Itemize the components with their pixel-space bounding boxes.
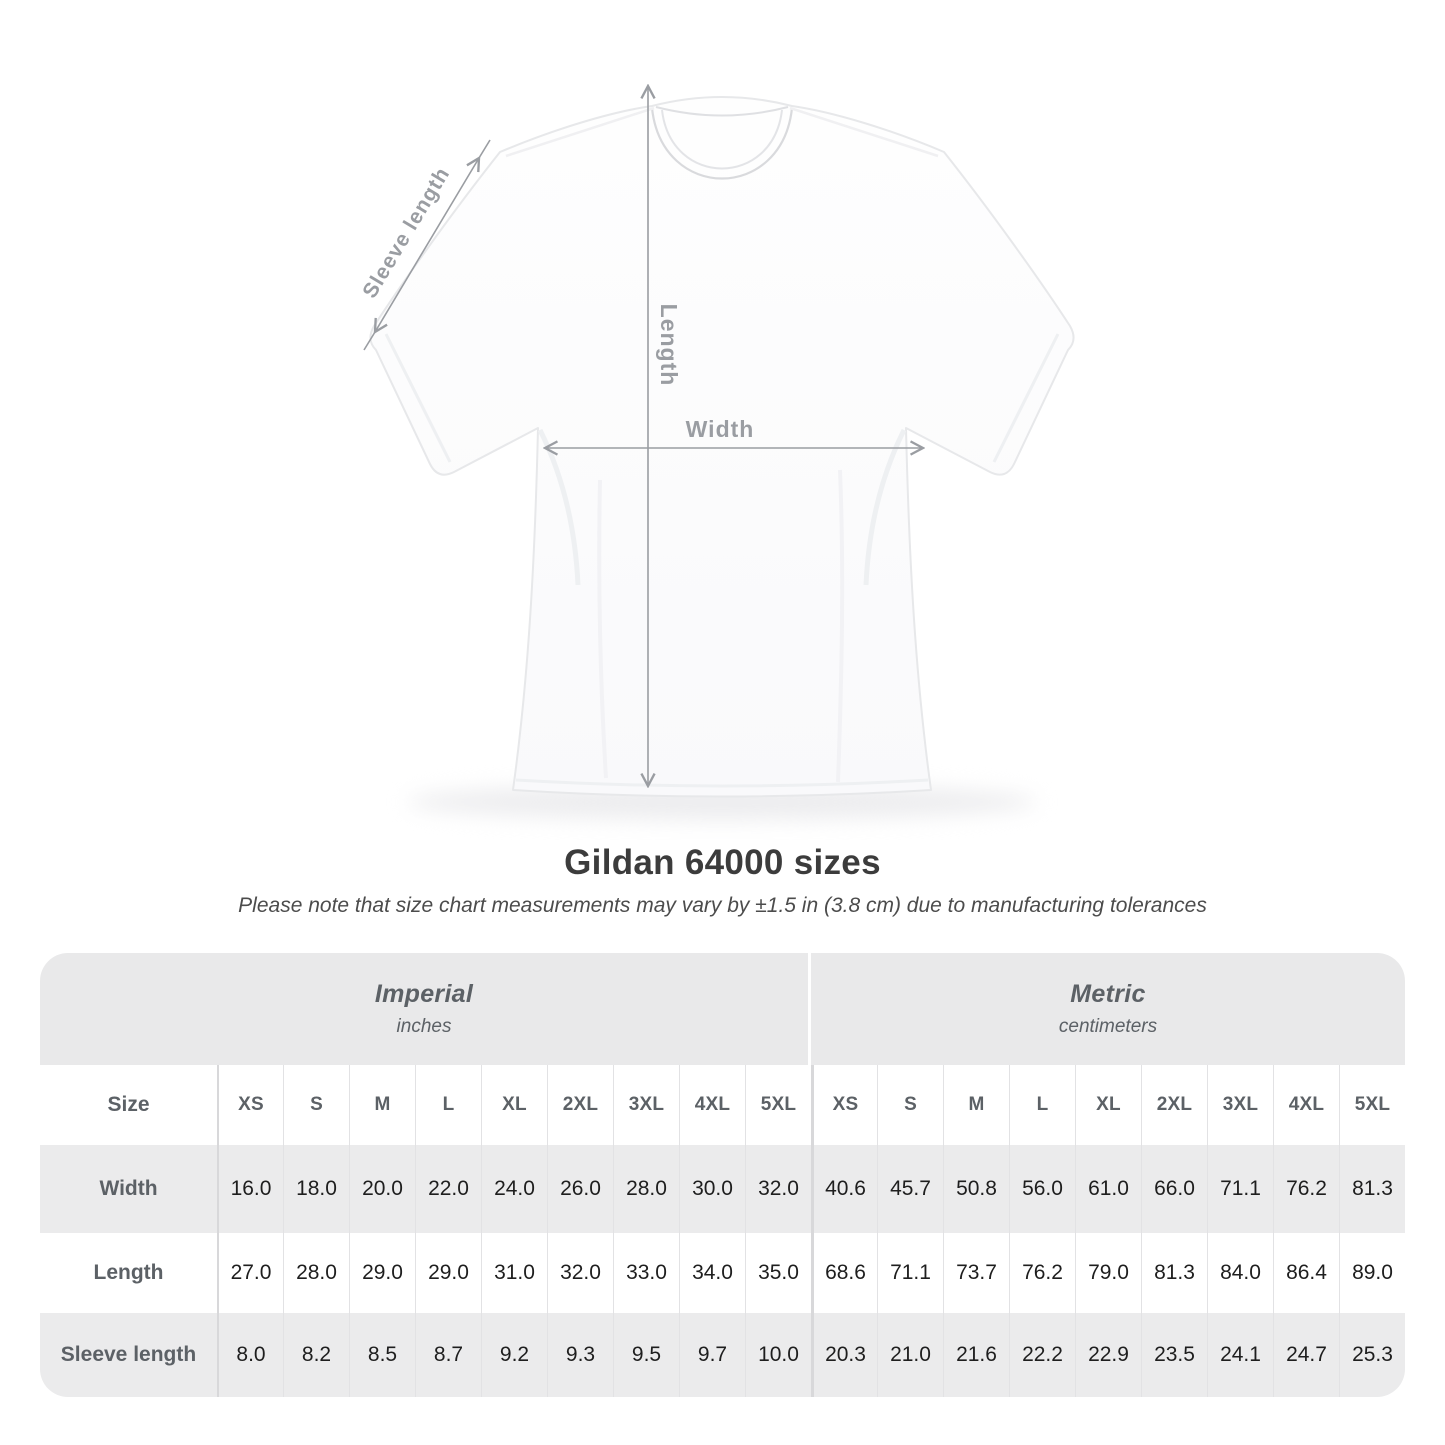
- size-header-5xl-metric: 5XL: [1339, 1065, 1405, 1145]
- width-m-metric: 50.8: [943, 1145, 1009, 1233]
- size-header-l-metric: L: [1009, 1065, 1075, 1145]
- length-xs-metric: 68.6: [811, 1233, 877, 1313]
- size-header-2xl-metric: 2XL: [1141, 1065, 1207, 1145]
- unit-header-row: Imperial inches Metric centimeters: [40, 953, 1405, 1065]
- length-2xl-imperial: 32.0: [547, 1233, 613, 1313]
- imperial-label: Imperial: [374, 980, 474, 1008]
- size-header-4xl-metric: 4XL: [1273, 1065, 1339, 1145]
- length-xl-imperial: 31.0: [481, 1233, 547, 1313]
- collar: [650, 106, 794, 180]
- sleeve-length-4xl-imperial: 9.7: [679, 1313, 745, 1397]
- width-5xl-imperial: 32.0: [745, 1145, 811, 1233]
- size-header-4xl-imperial: 4XL: [679, 1065, 745, 1145]
- length-5xl-metric: 89.0: [1339, 1233, 1405, 1313]
- page-subtitle: Please note that size chart measurements…: [238, 894, 1207, 917]
- width-2xl-imperial: 26.0: [547, 1145, 613, 1233]
- tshirt-body: [369, 96, 1075, 798]
- width-3xl-metric: 71.1: [1207, 1145, 1273, 1233]
- length-5xl-imperial: 35.0: [745, 1233, 811, 1313]
- sleeve-length-3xl-metric: 24.1: [1207, 1313, 1273, 1397]
- row-label-sleeve-length: Sleeve length: [60, 1343, 197, 1366]
- table-row-sleeve-length: Sleeve length 8.0 8.2 8.5 8.7 9.2 9.3 9.5 9.7 10.…: [40, 1313, 1405, 1397]
- width-xl-metric: 61.0: [1075, 1145, 1141, 1233]
- unit-header-imperial: Imperial inches: [40, 953, 808, 1065]
- sleeve-length-m-metric: 21.6: [943, 1313, 1009, 1397]
- table-body: Size XS S M L XL 2XL 3XL 4XL 5XL XS S M L XL 2XL 3XL 4XL 5…: [40, 1065, 1405, 1397]
- length-s-metric: 71.1: [877, 1233, 943, 1313]
- metric-label: Metric: [1070, 980, 1146, 1008]
- unit-header-metric: Metric centimeters: [811, 953, 1405, 1065]
- size-header-m-metric: M: [943, 1065, 1009, 1145]
- length-l-metric: 76.2: [1009, 1233, 1075, 1313]
- size-header-xs-metric: XS: [811, 1065, 877, 1145]
- length-3xl-imperial: 33.0: [613, 1233, 679, 1313]
- length-4xl-imperial: 34.0: [679, 1233, 745, 1313]
- size-header-2xl-imperial: 2XL: [547, 1065, 613, 1145]
- size-header-xl-imperial: XL: [481, 1065, 547, 1145]
- length-xs-imperial: 27.0: [217, 1233, 283, 1313]
- page-title: Gildan 64000 sizes: [564, 843, 881, 882]
- sleeve-length-m-imperial: 8.5: [349, 1313, 415, 1397]
- sleeve-length-xs-metric: 20.3: [811, 1313, 877, 1397]
- sleeve-measure-arrow: [363, 139, 491, 351]
- size-header-s-metric: S: [877, 1065, 943, 1145]
- sleeve-length-5xl-metric: 25.3: [1339, 1313, 1405, 1397]
- width-2xl-metric: 66.0: [1141, 1145, 1207, 1233]
- width-l-metric: 56.0: [1009, 1145, 1075, 1233]
- size-header-xl-metric: XL: [1075, 1065, 1141, 1145]
- sleeve-length-3xl-imperial: 9.5: [613, 1313, 679, 1397]
- row-label-width: Width: [99, 1177, 158, 1200]
- length-3xl-metric: 84.0: [1207, 1233, 1273, 1313]
- length-4xl-metric: 86.4: [1273, 1233, 1339, 1313]
- width-5xl-metric: 81.3: [1339, 1145, 1405, 1233]
- sleeve-length-l-metric: 22.2: [1009, 1313, 1075, 1397]
- length-m-imperial: 29.0: [349, 1233, 415, 1313]
- length-xl-metric: 79.0: [1075, 1233, 1141, 1313]
- table-row-width: Width 16.0 18.0 20.0 22.0 24.0 26.0 28.0 30.0 32.…: [40, 1145, 1405, 1233]
- width-l-imperial: 22.0: [415, 1145, 481, 1233]
- width-4xl-imperial: 30.0: [679, 1145, 745, 1233]
- size-header-l-imperial: L: [415, 1065, 481, 1145]
- width-xs-imperial: 16.0: [217, 1145, 283, 1233]
- sleeve-length-2xl-metric: 23.5: [1141, 1313, 1207, 1397]
- width-3xl-imperial: 28.0: [613, 1145, 679, 1233]
- width-m-imperial: 20.0: [349, 1145, 415, 1233]
- length-m-metric: 73.7: [943, 1233, 1009, 1313]
- sleeve-length-2xl-imperial: 9.3: [547, 1313, 613, 1397]
- length-label: Length: [656, 304, 682, 387]
- width-s-imperial: 18.0: [283, 1145, 349, 1233]
- size-header-5xl-imperial: 5XL: [745, 1065, 811, 1145]
- size-header-3xl-imperial: 3XL: [613, 1065, 679, 1145]
- sleeve-length-xl-imperial: 9.2: [481, 1313, 547, 1397]
- size-header-xs-imperial: XS: [217, 1065, 283, 1145]
- sleeve-length-xl-metric: 22.9: [1075, 1313, 1141, 1397]
- length-s-imperial: 28.0: [283, 1233, 349, 1313]
- width-s-metric: 45.7: [877, 1145, 943, 1233]
- size-header-row: Size XS S M L XL 2XL 3XL 4XL 5XL XS S M L XL 2XL 3XL 4XL 5…: [40, 1065, 1405, 1145]
- size-header-m-imperial: M: [349, 1065, 415, 1145]
- sleeve-length-l-imperial: 8.7: [415, 1313, 481, 1397]
- sleeve-length-s-metric: 21.0: [877, 1313, 943, 1397]
- size-header-3xl-metric: 3XL: [1207, 1065, 1273, 1145]
- sleeve-length-4xl-metric: 24.7: [1273, 1313, 1339, 1397]
- size-column-header: Size: [107, 1093, 150, 1116]
- size-chart-table: Imperial inches Metric centimeters Size X…: [40, 953, 1405, 1397]
- size-header-s-imperial: S: [283, 1065, 349, 1145]
- sleeve-length-5xl-imperial: 10.0: [745, 1313, 811, 1397]
- width-label: Width: [686, 416, 755, 442]
- width-xs-metric: 40.6: [811, 1145, 877, 1233]
- sleeve-length-s-imperial: 8.2: [283, 1313, 349, 1397]
- length-2xl-metric: 81.3: [1141, 1233, 1207, 1313]
- metric-unit-label: centimeters: [1058, 1016, 1158, 1037]
- length-l-imperial: 29.0: [415, 1233, 481, 1313]
- tshirt-figure: Length Width Sleeve length: [358, 0, 1075, 820]
- sleeve-length-xs-imperial: 8.0: [217, 1313, 283, 1397]
- row-label-length: Length: [93, 1261, 164, 1284]
- width-4xl-metric: 76.2: [1273, 1145, 1339, 1233]
- table-row-length: Length 27.0 28.0 29.0 29.0 31.0 32.0 33.0 34.0 35…: [40, 1233, 1405, 1313]
- width-xl-imperial: 24.0: [481, 1145, 547, 1233]
- imperial-unit-label: inches: [396, 1016, 452, 1037]
